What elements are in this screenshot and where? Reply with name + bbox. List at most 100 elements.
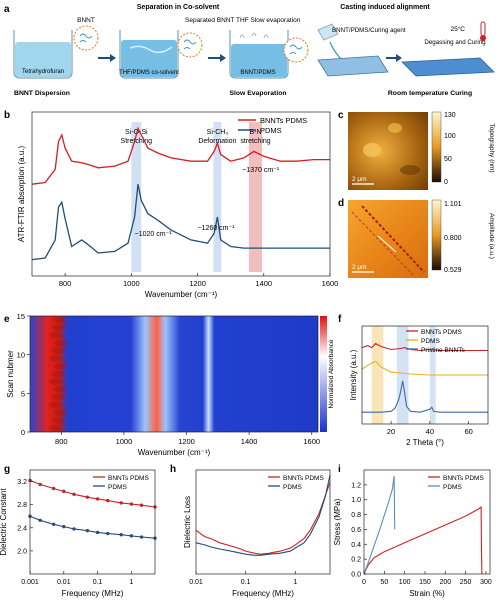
panel-d: d 2 μm 1.101 0.800 0.529 Amplitude (a.u.… xyxy=(338,198,495,278)
dielectric-constant-point-1-4 xyxy=(72,527,76,531)
dielectric-constant-xtick-label-3: 1 xyxy=(129,579,133,586)
xrd-legend-label-1: PDMS xyxy=(421,338,440,345)
ftir-xlabel: Wavenumber (cm⁻¹) xyxy=(145,290,218,299)
cbar-c-tick-0: 130 xyxy=(444,112,456,119)
heatmap-xtick-label-2: 1200 xyxy=(178,437,195,446)
dielectric-constant-xlabel: Frequency (MHz) xyxy=(62,589,124,598)
xrd-band-0 xyxy=(371,326,384,424)
chart-heatmap: Normalized Absorbance 800 1000 1200 1400 1600… xyxy=(6,312,335,457)
chart-dielectric-loss: 0.01 0.1 1 Frequency (MHz) Dielectric Loss BN… xyxy=(183,469,331,598)
panel-f: f 20 40 60 2 Theta (°) Intensity (a.u.) BNNTs… xyxy=(338,314,489,447)
ftir-legend-label-1: PDMS xyxy=(260,126,282,135)
xrd-series-0 xyxy=(361,342,488,352)
dielectric-constant-point-1-9 xyxy=(129,534,134,538)
scale-label-c: 2 μm xyxy=(352,176,367,183)
dielectric-loss-ylabel: Dielectric Loss xyxy=(183,496,192,548)
dielectric-constant-legend-label-0: BNNTs PDMS xyxy=(108,475,149,482)
heatmap-blob-0 xyxy=(49,425,62,432)
stress-strain-ytick-label-1: 0.2 xyxy=(351,557,361,564)
panel-h-letter: h xyxy=(170,464,176,475)
dielectric-constant-point-1-8 xyxy=(119,533,123,537)
heatmap-xtick-label-4: 1600 xyxy=(303,437,320,446)
ftir-band-label-2-0: B-N xyxy=(249,129,261,136)
panel-c-letter: c xyxy=(338,110,344,121)
dielectric-constant-point-0-5 xyxy=(85,495,90,499)
xrd-xtick-label-2: 60 xyxy=(464,427,472,436)
dielectric-loss-xtick-label-0: 0.01 xyxy=(189,579,203,586)
dielectric-constant-point-0-4 xyxy=(72,492,76,496)
xrd-frame xyxy=(361,325,489,425)
heatmap-colorbar xyxy=(320,316,327,432)
beaker-dispersion xyxy=(13,25,99,79)
cbar-c-tick-3: 0 xyxy=(444,179,448,186)
dielectric-constant-point-0-1 xyxy=(38,482,42,487)
dielectric-constant-point-1-5 xyxy=(85,528,90,533)
panel-e: e Normalized Absorbance 800 1000 1200 1400 16… xyxy=(4,312,335,457)
heatmap-ytick-label-1: 5 xyxy=(21,389,25,398)
stress-strain-frame xyxy=(363,469,491,575)
dielectric-constant-point-0-9 xyxy=(129,502,134,506)
dielectric-constant-series-1 xyxy=(29,515,156,539)
curing-film xyxy=(401,21,495,77)
label-bnnt: BNNT xyxy=(77,17,95,24)
panel-d-letter: d xyxy=(338,198,344,209)
heatmap-frame xyxy=(29,315,319,433)
heatmap-ytick-label-2: 10 xyxy=(17,351,25,360)
afm-amplitude-image xyxy=(348,200,428,278)
dielectric-constant-ytick-label-1: 2.4 xyxy=(17,525,27,532)
stress-strain-ytick-label-3: 0.6 xyxy=(351,527,361,534)
panel-b-letter: b xyxy=(4,110,10,121)
dielectric-constant-ytick-label-0: 2.0 xyxy=(17,548,27,555)
heatmap-blob-2 xyxy=(54,409,67,416)
panel-a-letter: a xyxy=(4,4,10,15)
stress-strain-xtick-label-1: 50 xyxy=(380,579,388,586)
label-temp: 25°C xyxy=(450,25,465,33)
panel-i: i 0 50 100 150 200 250 300 0.0 0.2 0.4 0.6 0.8 1.0 1.… xyxy=(333,464,492,598)
ftir-band-2 xyxy=(248,122,263,272)
label-thf: Tetrahydrofuran xyxy=(22,69,64,75)
ftir-xtick-label-2: 1200 xyxy=(189,279,206,288)
dielectric-constant-ytick-label-2: 2.8 xyxy=(17,502,27,509)
dielectric-constant-frame xyxy=(29,469,156,575)
heatmap-blob-10 xyxy=(51,347,64,354)
panel-g: g 0.001 0.01 0.1 1 2.0 2.4 2.8 3.2 Frequency (MH… xyxy=(0,464,157,598)
heatmap-blob-3 xyxy=(49,401,62,408)
panel-i-letter: i xyxy=(338,464,341,475)
heatmap-blob-1 xyxy=(51,417,64,424)
ftir-legend-label-0: BNNTs PDMS xyxy=(260,116,307,125)
panel-g-letter: g xyxy=(4,464,10,475)
label-bnnt-pdms: BNNT/PDMS xyxy=(240,70,275,76)
heatmap-blob-12 xyxy=(49,332,62,339)
xrd-ylabel: Intensity (a.u.) xyxy=(349,349,358,400)
stress-strain-series-0 xyxy=(363,506,483,575)
ftir-band-label-2-1: stretching xyxy=(240,138,270,145)
cbar-d-tick-2: 0.529 xyxy=(444,267,462,274)
dielectric-loss-xtick-label-1: 0.1 xyxy=(241,579,251,586)
heatmap-colorbar-label: Normalized Absorbance xyxy=(328,339,335,408)
stress-strain-series-1 xyxy=(363,475,396,575)
beaker-cosolvent xyxy=(119,30,203,79)
heatmap-blob-9 xyxy=(49,355,62,362)
dielectric-constant-point-0-3 xyxy=(62,489,66,494)
dielectric-constant-point-0-10 xyxy=(139,503,144,507)
ftir-band-label-0-1: Stretching xyxy=(121,138,153,145)
beaker-evaporation xyxy=(229,30,309,79)
dielectric-constant-ytick-label-3: 3.2 xyxy=(17,479,27,486)
label-slow-evaporation: Slow Evaporation xyxy=(229,90,286,97)
xrd-legend-label-2: Pristine BNNTs xyxy=(421,347,465,354)
xrd-band-1 xyxy=(396,326,409,424)
stress-strain-xtick-label-0: 0 xyxy=(362,579,366,586)
label-rt-curing: Room temperature Curing xyxy=(388,90,472,97)
heatmap-blob-11 xyxy=(54,340,67,347)
ftir-series-0 xyxy=(31,126,330,185)
label-cosolvent: THF/PDMS co-solvent xyxy=(119,70,179,76)
panel-b: b Si-O-SiStretchingSi-CH₃DeformationB-Ns… xyxy=(4,110,338,299)
dielectric-loss-legend-label-0: BNNTs PDMS xyxy=(283,475,324,482)
chart-stress-strain: 0 50 100 150 200 250 300 0.0 0.2 0.4 0.6 0.8 1.0 1.2 S… xyxy=(333,469,492,598)
label-thf-evaporation: THF Slow evaporation xyxy=(236,17,301,24)
ftir-xtick-label-3: 1400 xyxy=(255,279,272,288)
dielectric-constant-xtick-label-2: 0.1 xyxy=(93,579,103,586)
xrd-xlabel: 2 Theta (°) xyxy=(406,438,444,447)
dielectric-loss-series-0 xyxy=(195,482,331,555)
